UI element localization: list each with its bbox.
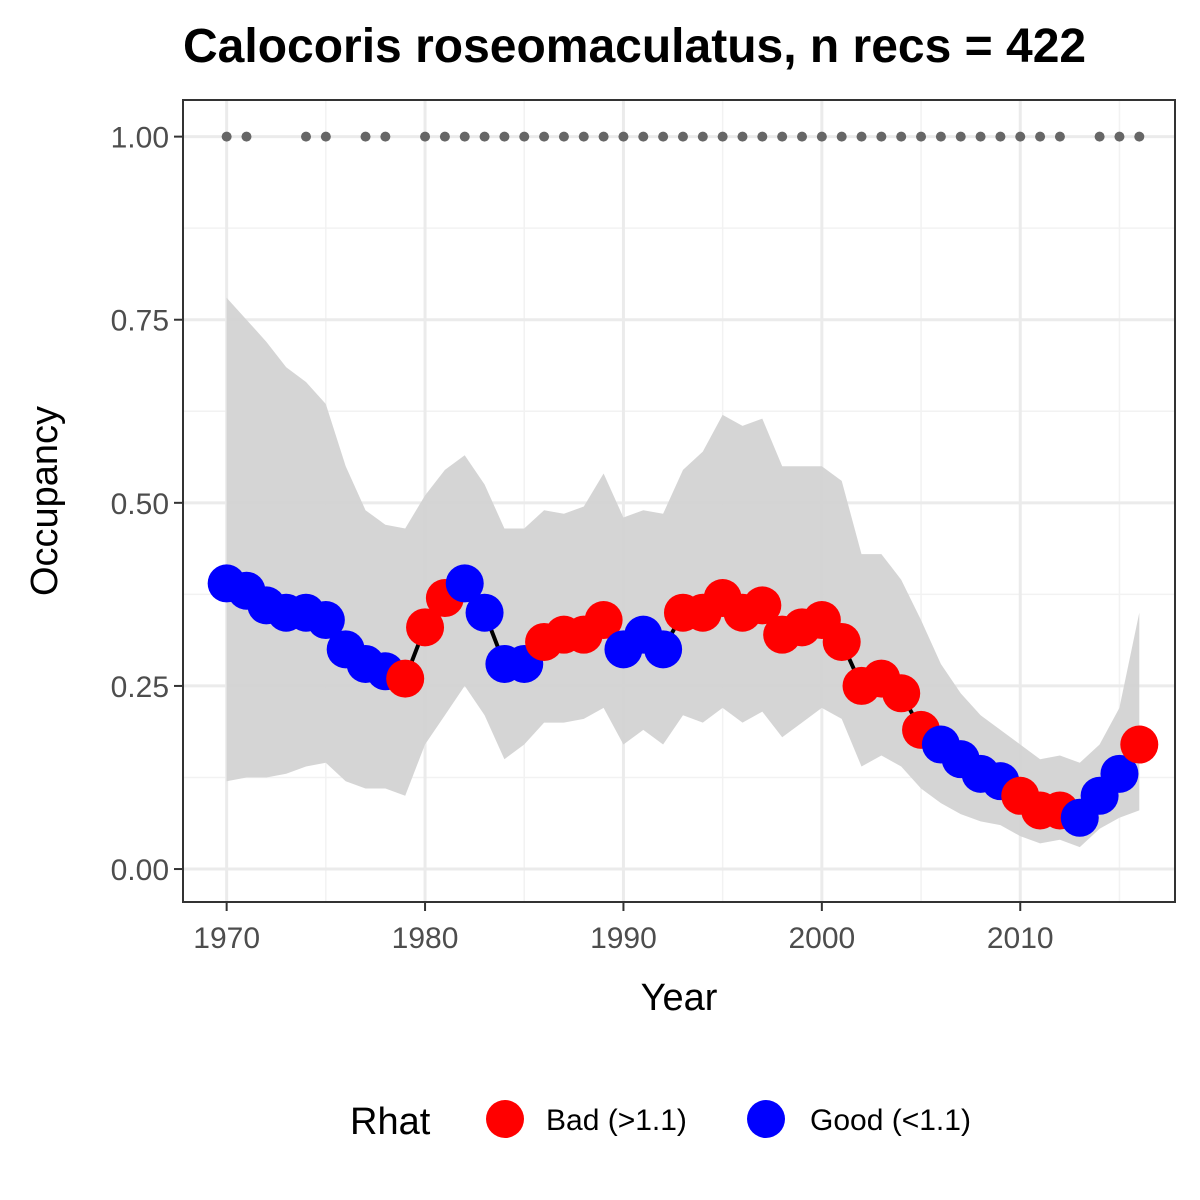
record-year-dot — [658, 131, 669, 142]
legend-key-good — [747, 1100, 785, 1138]
record-year-dot — [1054, 131, 1065, 142]
record-year-dot — [539, 131, 550, 142]
record-year-dot — [876, 131, 887, 142]
y-axis-title: Occupancy — [24, 406, 66, 596]
record-year-dot — [995, 131, 1006, 142]
y-tick-label: 0.00 — [111, 854, 169, 887]
data-point-good — [1100, 754, 1139, 793]
record-year-dot — [896, 131, 907, 142]
record-year-dot — [638, 131, 649, 142]
record-year-dot — [717, 131, 728, 142]
record-year-dot — [618, 131, 629, 142]
data-point-bad — [386, 659, 425, 698]
record-year-dot — [777, 131, 788, 142]
record-year-dot — [797, 131, 808, 142]
data-point-bad — [584, 601, 623, 640]
record-year-dot — [1094, 131, 1105, 142]
record-year-dot — [1114, 131, 1125, 142]
plot-border — [182, 99, 1176, 903]
y-tick-label: 0.50 — [111, 488, 169, 521]
x-tick-label: 1990 — [590, 922, 657, 955]
record-year-dot — [737, 131, 748, 142]
record-year-dot — [757, 131, 768, 142]
data-point-bad — [1120, 725, 1159, 764]
chart-title: Calocoris roseomaculatus, n recs = 422 — [183, 20, 1086, 73]
record-dots-layer — [221, 131, 1145, 142]
record-year-dot — [241, 131, 252, 142]
record-year-dot — [1035, 131, 1046, 142]
record-year-dot — [677, 131, 688, 142]
occupancy-points-layer — [207, 564, 1159, 837]
record-year-dot — [598, 131, 609, 142]
data-point-good — [465, 593, 504, 632]
x-tick-label: 2000 — [788, 922, 855, 955]
record-year-dot — [519, 131, 530, 142]
data-point-good — [306, 601, 345, 640]
record-year-dot — [578, 131, 589, 142]
data-point-bad — [822, 622, 861, 661]
data-point-bad — [882, 674, 921, 713]
data-point-good — [644, 630, 683, 669]
record-year-dot — [459, 131, 470, 142]
record-year-dot — [975, 131, 986, 142]
record-year-dot — [697, 131, 708, 142]
record-year-dot — [301, 131, 312, 142]
record-year-dot — [558, 131, 569, 142]
data-point-good — [445, 564, 484, 603]
record-year-dot — [479, 131, 490, 142]
record-year-dot — [420, 131, 431, 142]
record-year-dot — [499, 131, 510, 142]
record-year-dot — [916, 131, 927, 142]
x-tick-label: 1980 — [392, 922, 459, 955]
data-point-bad — [743, 586, 782, 625]
record-year-dot — [380, 131, 391, 142]
y-tick-label: 0.25 — [111, 671, 169, 704]
record-year-dot — [816, 131, 827, 142]
y-axis: 0.00 0.25 0.50 0.75 1.00 — [111, 122, 183, 887]
record-year-dot — [935, 131, 946, 142]
record-year-dot — [320, 131, 331, 142]
legend-key-bad — [486, 1100, 524, 1138]
y-tick-label: 1.00 — [111, 122, 169, 155]
record-year-dot — [221, 131, 232, 142]
record-year-dot — [360, 131, 371, 142]
legend-label-good: Good (<1.1) — [810, 1104, 971, 1137]
data-point-bad — [406, 608, 445, 647]
legend-label-bad: Bad (>1.1) — [546, 1104, 687, 1137]
y-tick-label: 0.75 — [111, 305, 169, 338]
x-axis: 1970 1980 1990 2000 2010 — [193, 902, 1054, 955]
x-axis-title: Year — [641, 977, 718, 1019]
record-year-dot — [856, 131, 867, 142]
legend-title: Rhat — [350, 1101, 431, 1143]
record-year-dot — [1134, 131, 1145, 142]
record-year-dot — [439, 131, 450, 142]
x-tick-label: 2010 — [987, 922, 1054, 955]
record-year-dot — [836, 131, 847, 142]
legend: Rhat Bad (>1.1) Good (<1.1) — [350, 1100, 971, 1143]
x-tick-label: 1970 — [193, 922, 260, 955]
record-year-dot — [955, 131, 966, 142]
record-year-dot — [1015, 131, 1026, 142]
